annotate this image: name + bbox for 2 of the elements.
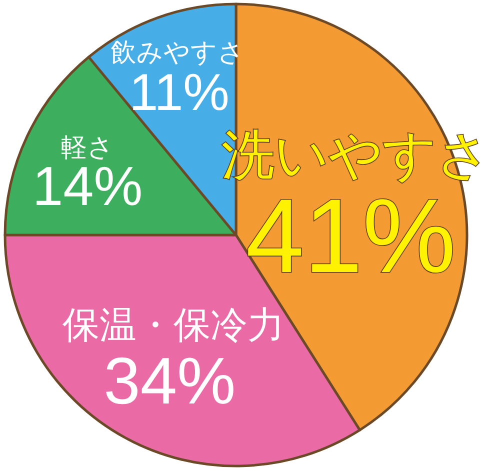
- slice-label: 保温・保冷力: [62, 304, 285, 346]
- data-label: 34%: [104, 343, 236, 418]
